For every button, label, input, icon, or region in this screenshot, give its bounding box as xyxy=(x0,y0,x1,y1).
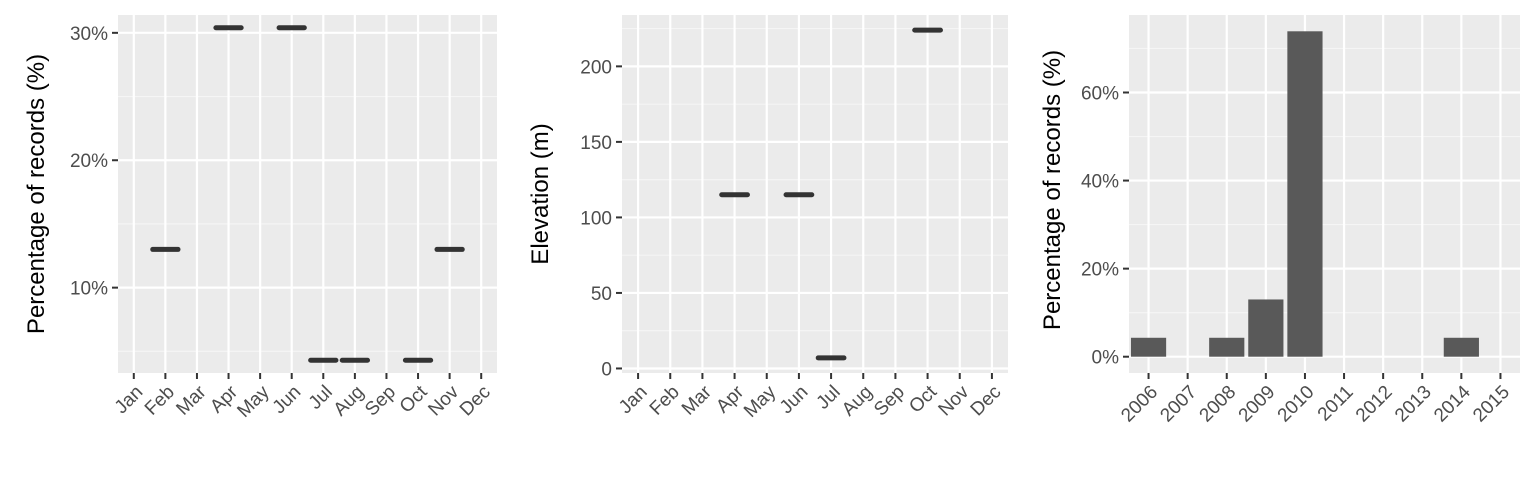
y-tick-label: 20% xyxy=(70,151,108,172)
bar xyxy=(1287,31,1323,357)
x-tick-label: 2010 xyxy=(1274,382,1319,427)
x-tick-label: Jan xyxy=(615,382,652,419)
y-tick-label: 30% xyxy=(70,24,108,45)
x-tick-label: Aug xyxy=(838,382,877,421)
x-tick-label: Jun xyxy=(269,382,306,419)
y-tick-label: 20% xyxy=(1081,260,1119,281)
y-axis-title: Percentage of records (%) xyxy=(1039,50,1066,330)
x-tick-label: Nov xyxy=(424,381,463,420)
y-tick-label: 0% xyxy=(1092,348,1120,369)
x-tick-label: 2007 xyxy=(1156,382,1201,427)
y-tick-label: 100 xyxy=(580,208,612,229)
bar xyxy=(1130,337,1167,357)
x-tick-label: 2014 xyxy=(1430,381,1475,426)
x-tick-label: Dec xyxy=(967,382,1006,421)
y-axis-title: Percentage of records (%) xyxy=(23,54,50,334)
bar xyxy=(1248,299,1284,357)
y-tick-label: 10% xyxy=(70,279,108,300)
y-tick-label: 150 xyxy=(580,133,612,154)
bar xyxy=(1443,337,1479,357)
x-tick-label: Nov xyxy=(935,381,974,420)
y-tick-label: 40% xyxy=(1081,172,1119,193)
x-tick-label: Sep xyxy=(870,382,909,421)
x-tick-label: Dec xyxy=(456,382,495,421)
y-tick-label: 0 xyxy=(601,359,612,380)
x-tick-label: Apr xyxy=(712,381,748,417)
x-tick-label: 2012 xyxy=(1352,382,1397,427)
x-tick-label: Oct xyxy=(396,381,432,417)
panel-background xyxy=(118,15,497,373)
x-tick-label: Mar xyxy=(172,381,210,419)
x-tick-label: Feb xyxy=(141,382,179,420)
chart-panel-3: 0%20%40%60%20062007200820092010201120122… xyxy=(1039,15,1520,426)
x-tick-label: 2006 xyxy=(1117,382,1162,427)
x-tick-label: 2008 xyxy=(1196,382,1241,427)
x-tick-label: Jan xyxy=(111,382,148,419)
x-tick-label: Aug xyxy=(330,382,369,421)
x-tick-label: 2013 xyxy=(1391,382,1436,427)
y-tick-label: 60% xyxy=(1081,84,1119,105)
x-tick-label: May xyxy=(740,381,781,422)
y-tick-label: 200 xyxy=(580,57,612,78)
bar xyxy=(1209,337,1245,357)
x-tick-label: 2011 xyxy=(1314,382,1358,426)
x-tick-label: Sep xyxy=(361,382,400,421)
x-tick-label: Oct xyxy=(905,381,941,417)
x-tick-label: Jun xyxy=(776,382,813,419)
x-tick-label: Mar xyxy=(678,381,716,419)
panel-background xyxy=(622,15,1008,373)
panel-background xyxy=(1129,15,1520,373)
x-tick-label: Feb xyxy=(646,382,684,420)
x-tick-label: 2009 xyxy=(1235,382,1280,427)
y-axis-title: Elevation (m) xyxy=(527,123,554,264)
y-tick-label: 50 xyxy=(591,284,612,305)
x-tick-label: Jul xyxy=(813,382,845,414)
x-tick-label: May xyxy=(233,381,274,422)
x-tick-label: 2015 xyxy=(1469,382,1514,427)
